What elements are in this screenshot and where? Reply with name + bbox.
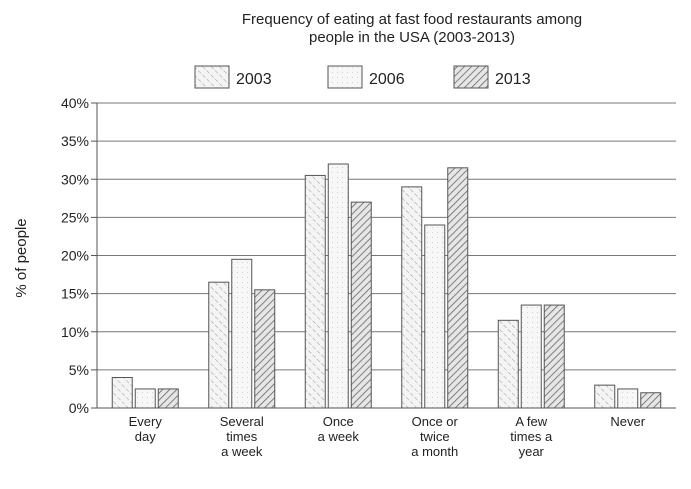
legend-label-2006: 2006 (369, 71, 405, 88)
y-tick-label: 5% (69, 362, 89, 378)
chart-title-line2: people in the USA (2003-2013) (309, 29, 515, 46)
bar-2013-3 (447, 167, 469, 409)
legend-label-2003: 2003 (236, 71, 272, 88)
legend-swatch-2003 (194, 65, 230, 89)
y-tick-label: 40% (61, 95, 89, 111)
y-axis-label: % of people (13, 218, 30, 297)
legend-label-2013: 2013 (495, 71, 531, 88)
y-axis-ticks: 0% 5% 10% 15% 20% 25% 30% 35% 40% (61, 95, 97, 416)
x-tick-label: Never (610, 414, 645, 429)
bar-2003-4 (497, 319, 519, 409)
bar-2003-0 (111, 377, 133, 409)
y-tick-label: 20% (61, 248, 89, 264)
bar-2013-5 (640, 392, 662, 409)
bar-2003-3 (401, 186, 423, 409)
y-tick-label: 0% (69, 400, 89, 416)
bar-2003-1 (208, 281, 230, 409)
bar-2003-2 (304, 174, 326, 409)
bar-2013-1 (254, 289, 276, 409)
gridlines (97, 102, 676, 371)
legend-swatch-2006 (327, 65, 363, 89)
bar-2013-4 (543, 304, 565, 409)
bar-2003-5 (594, 384, 616, 409)
x-axis-labels: Every day Several times a week Once a week Once… (129, 414, 646, 459)
bar-2006-1 (231, 258, 253, 409)
bar-2006-3 (424, 224, 446, 409)
x-tick-label: Once or twice a month (411, 414, 458, 459)
bar-2013-0 (157, 388, 179, 409)
bar-2006-5 (617, 388, 639, 409)
x-tick-label: Several times a week (220, 414, 264, 459)
y-tick-label: 35% (61, 133, 89, 149)
bars (111, 163, 662, 409)
x-tick-label: Every day (129, 414, 163, 444)
legend: 2003 2006 2013 (194, 65, 531, 89)
x-tick-label: A few times a year (510, 414, 553, 459)
legend-swatch-2013 (453, 65, 489, 89)
chart-title-line1: Frequency of eating at fast food restaur… (242, 11, 582, 28)
y-tick-label: 10% (61, 324, 89, 340)
y-tick-label: 15% (61, 286, 89, 302)
y-tick-label: 30% (61, 171, 89, 187)
bar-2006-2 (327, 163, 349, 409)
bar-2013-2 (350, 201, 372, 409)
bar-2006-4 (520, 304, 542, 409)
y-tick-label: 25% (61, 209, 89, 225)
bar-2006-0 (134, 388, 156, 409)
x-tick-label: Once a week (318, 414, 360, 444)
